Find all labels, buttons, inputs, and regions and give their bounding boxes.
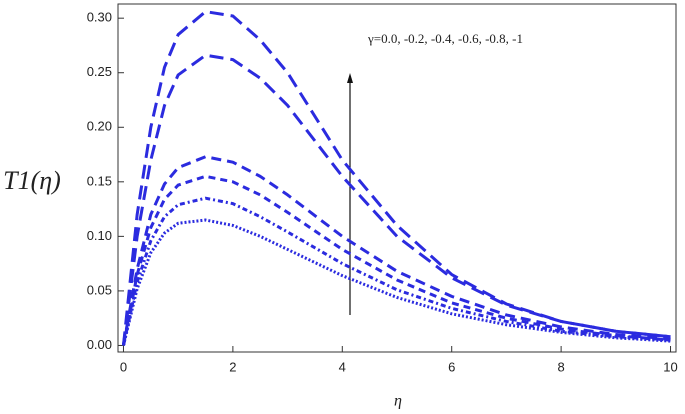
series-line (121, 174, 671, 346)
y-tick-label: 0.15 (87, 173, 112, 188)
y-tick-label: 0.30 (87, 10, 112, 25)
y-tick-label: 0.20 (87, 119, 112, 134)
x-tick-label: 0 (120, 359, 127, 374)
y-tick-label: 0.05 (87, 282, 112, 297)
plot-frame (117, 3, 677, 353)
y-tick-label: 0.00 (87, 337, 112, 352)
series-line (122, 196, 671, 346)
arrow-head (347, 73, 353, 83)
annotation: γ=0.0, -0.2, -0.4, -0.6, -0.8, -1 (367, 31, 523, 46)
y-axis-label: T1(η) (3, 166, 61, 195)
x-tick-label: 4 (339, 359, 346, 374)
series-line (121, 10, 671, 346)
x-tick-label: 10 (663, 359, 677, 374)
x-tick-label: 8 (558, 359, 565, 374)
series-line (121, 53, 671, 346)
x-tick-label: 6 (448, 359, 455, 374)
series-line (121, 155, 671, 346)
x-axis-label: η (394, 393, 402, 410)
x-tick-label: 2 (229, 359, 236, 374)
y-tick-label: 0.10 (87, 228, 112, 243)
y-tick-label: 0.25 (87, 64, 112, 79)
series-line (122, 218, 671, 346)
